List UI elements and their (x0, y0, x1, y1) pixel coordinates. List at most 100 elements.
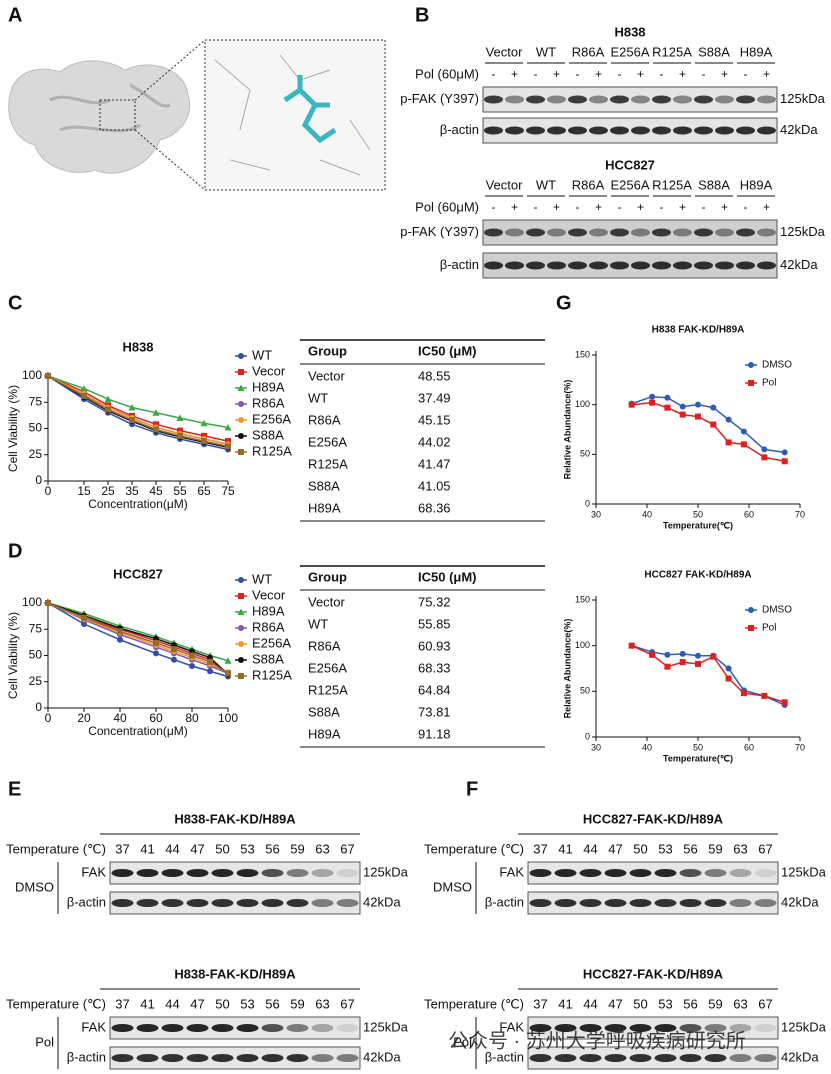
band (505, 261, 524, 270)
band (673, 126, 692, 135)
series-line (47, 602, 229, 675)
band (652, 95, 671, 104)
band (629, 1054, 652, 1062)
band (211, 1054, 234, 1062)
band (336, 1054, 359, 1062)
x-tick-label: 70 (795, 742, 805, 752)
blot-strip (109, 1046, 361, 1070)
legend-marker (238, 657, 244, 663)
x-tick-label: 30 (591, 742, 601, 752)
marker (189, 663, 195, 669)
band (589, 95, 608, 104)
band (111, 1054, 134, 1062)
marker (105, 406, 111, 413)
legend-marker (238, 641, 244, 647)
chart-title: H838 (122, 339, 153, 354)
temperature: 37 (533, 841, 547, 856)
marker (225, 443, 231, 450)
table-cell: R125A (308, 682, 348, 697)
temperature: 50 (633, 841, 647, 856)
band (729, 869, 752, 877)
blot-size: 125kDa (363, 1019, 409, 1034)
blot-strip (527, 1016, 779, 1040)
marker (725, 665, 732, 672)
legend-label: S88A (252, 427, 284, 442)
temperature: 59 (290, 996, 304, 1011)
lane-group: S88A (698, 177, 730, 192)
treatment-mark: + (721, 67, 728, 81)
temperature: 59 (708, 841, 722, 856)
marker (649, 399, 656, 406)
y-tick-label: 75 (29, 394, 43, 408)
lane-group: Vector (486, 44, 524, 59)
band (736, 126, 755, 135)
band (261, 869, 284, 877)
treatment-mark: - (744, 200, 748, 214)
legend-marker (238, 369, 244, 375)
band (186, 1054, 209, 1062)
band (736, 228, 755, 237)
temperature: 67 (758, 996, 772, 1011)
band (526, 261, 545, 270)
marker (679, 650, 686, 657)
band (679, 899, 702, 907)
blot-row-label: p-FAK (Y397) (400, 91, 479, 106)
band (729, 1054, 752, 1062)
temperature: 47 (608, 841, 622, 856)
band (654, 899, 677, 907)
series-line (47, 375, 229, 429)
x-axis-label: Temperature(℃) (663, 753, 733, 763)
marker (153, 650, 159, 657)
condition-label: DMSO (433, 879, 472, 894)
blot-size: 125kDa (781, 1019, 827, 1034)
blot-size: 42kDa (780, 122, 818, 137)
legend-marker (238, 577, 244, 583)
y-tick-label: 0 (585, 498, 590, 508)
lane-group: Vector (486, 177, 524, 192)
band (526, 228, 545, 237)
band (286, 869, 309, 877)
legend-label: R125A (252, 443, 292, 458)
marker (695, 660, 701, 667)
temperature: 56 (683, 996, 697, 1011)
y-tick-label: 50 (29, 648, 43, 662)
y-tick-label: 100 (575, 640, 590, 650)
band (236, 899, 259, 907)
treatment-mark: - (702, 67, 706, 81)
band (589, 261, 608, 270)
band (336, 1024, 359, 1032)
marker (664, 394, 671, 401)
legend-marker (238, 449, 244, 455)
treatment-mark: - (534, 200, 538, 214)
blot-row-label: FAK (81, 864, 106, 879)
temperature: 44 (165, 841, 179, 856)
band (654, 869, 677, 877)
marker (225, 438, 231, 445)
y-axis-label: Cell Viability (%) (6, 612, 20, 699)
legend-marker (238, 401, 244, 407)
condition-label: Pol (453, 1034, 472, 1049)
band (529, 1024, 552, 1032)
band (679, 869, 702, 877)
lane-group: WT (536, 44, 556, 59)
x-tick-label: 0 (45, 484, 52, 498)
blot-row-label: β-actin (440, 122, 479, 137)
blot-row-label: β-actin (485, 894, 524, 909)
band (236, 1024, 259, 1032)
cetsa-title: H838-FAK-KD/H89A (174, 966, 296, 981)
protein-structure (8, 39, 386, 191)
band (261, 899, 284, 907)
legend-marker (238, 625, 244, 631)
blot-strip (109, 1016, 361, 1040)
x-tick-label: 15 (77, 484, 91, 498)
x-tick-label: 100 (218, 711, 238, 725)
ligand (283, 75, 337, 144)
marker (200, 419, 208, 427)
protein-surface (8, 60, 191, 174)
y-tick-label: 100 (22, 595, 42, 609)
band (610, 95, 629, 104)
treatment-mark: - (492, 200, 496, 214)
band (604, 869, 627, 877)
x-tick-label: 40 (642, 509, 652, 519)
lane-group: E256A (610, 44, 649, 59)
